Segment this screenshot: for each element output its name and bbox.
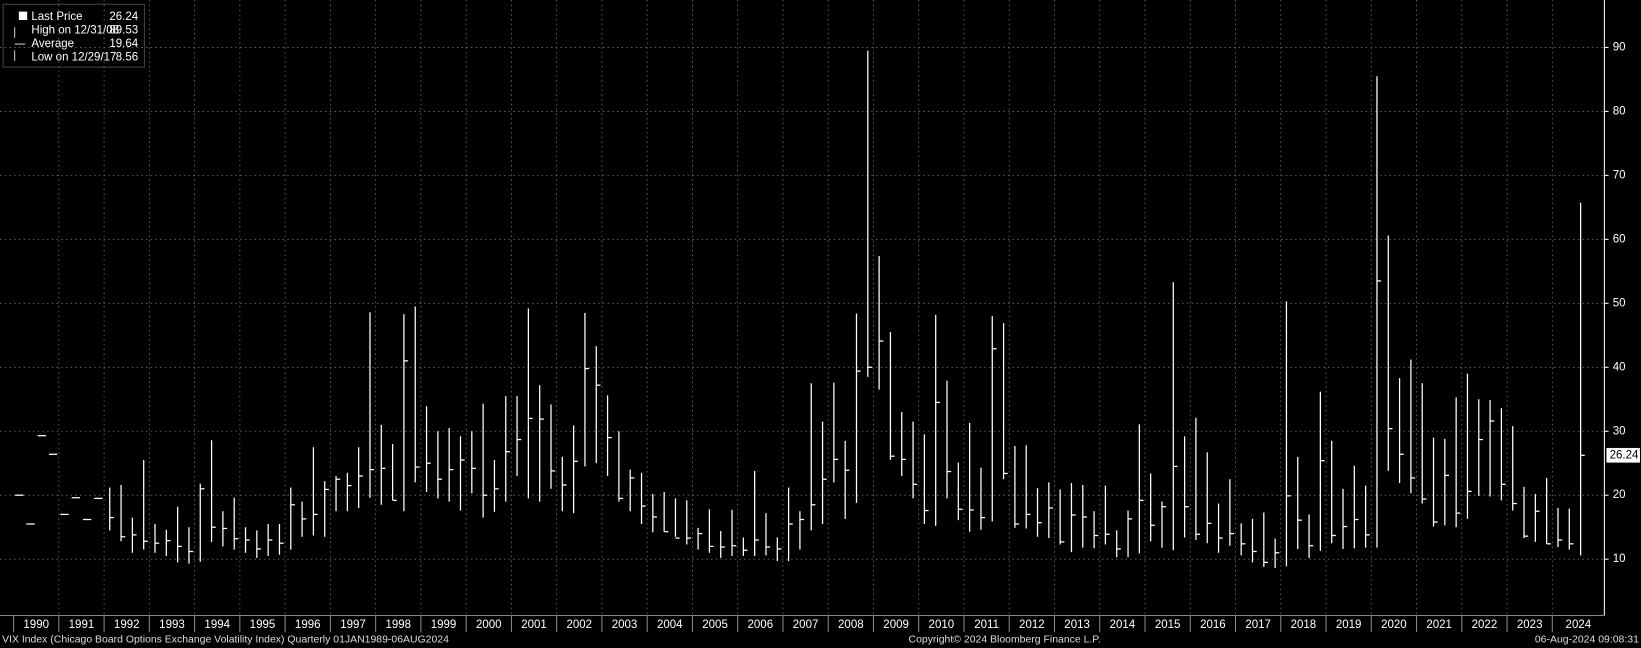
x-tick-label: 2002	[566, 619, 592, 631]
x-tick-label: 2013	[1064, 619, 1090, 631]
y-tick-label: 80	[1613, 105, 1626, 117]
x-tick-label: 1990	[23, 619, 49, 631]
x-tick-label: 2024	[1566, 619, 1592, 631]
x-tick-label: 2006	[748, 619, 774, 631]
x-tick-label: 2021	[1426, 619, 1452, 631]
x-tick-label: 2019	[1336, 619, 1362, 631]
y-tick-label: 30	[1613, 425, 1626, 437]
x-tick-label: 2018	[1291, 619, 1317, 631]
x-tick-label: 2014	[1110, 619, 1136, 631]
x-tick-label: 1999	[431, 619, 457, 631]
x-tick-label: 2000	[476, 619, 502, 631]
legend-label: Average	[31, 38, 74, 50]
legend-label: Last Price	[31, 11, 82, 23]
x-tick-label: 2009	[883, 619, 909, 631]
legend-icon	[18, 11, 28, 20]
x-tick-label: 2007	[793, 619, 819, 631]
y-tick-label: 60	[1613, 233, 1626, 245]
y-tick-label: 50	[1613, 297, 1626, 309]
timestamp: 06-Aug-2024 09:08:31	[1535, 634, 1639, 645]
legend-label: Low on 12/29/17	[31, 52, 116, 64]
x-tick-label: 2017	[1245, 619, 1271, 631]
last-price-label: 26.24	[1610, 449, 1639, 461]
y-tick-label: 10	[1613, 553, 1626, 565]
copyright: Copyright© 2024 Bloomberg Finance L.P.	[909, 634, 1101, 645]
x-tick-label: 1996	[295, 619, 321, 631]
legend-value: 89.53	[109, 24, 138, 36]
x-tick-label: 2023	[1517, 619, 1543, 631]
y-tick-label: 90	[1613, 41, 1626, 53]
x-tick-label: 1993	[159, 619, 185, 631]
x-tick-label: 2004	[657, 619, 683, 631]
x-tick-label: 2015	[1155, 619, 1181, 631]
x-tick-label: 1992	[114, 619, 140, 631]
footer-title: VIX Index (Chicago Board Options Exchang…	[2, 634, 449, 645]
x-tick-label: 1995	[250, 619, 276, 631]
plot	[0, 0, 1609, 616]
x-tick-label: 2022	[1472, 619, 1498, 631]
last-price-box	[1606, 447, 1640, 463]
legend-value: 26.24	[109, 11, 138, 23]
legend-value: 8.56	[116, 52, 138, 64]
x-tick-label: 2010	[929, 619, 955, 631]
legend: Last Price 26.24 High on 12/31/08 89.53 …	[2, 3, 145, 68]
legend-label: High on 12/31/08	[31, 24, 119, 36]
y-tick-label: 40	[1613, 361, 1626, 373]
x-tick-label: 2005	[702, 619, 728, 631]
y-tick-label: 20	[1613, 489, 1626, 501]
x-tick-label: 1997	[340, 619, 366, 631]
x-tick-label: 2011	[974, 619, 999, 631]
legend-value: 19.64	[109, 38, 138, 50]
x-tick-label: 2012	[1019, 619, 1045, 631]
x-tick-label: 1998	[385, 619, 411, 631]
x-tick-label: 1991	[69, 619, 95, 631]
y-tick-label: 70	[1613, 169, 1626, 181]
x-tick-label: 2020	[1381, 619, 1407, 631]
x-tick-label: 2001	[521, 619, 547, 631]
x-tick-label: 1994	[204, 619, 230, 631]
x-tick-label: 2008	[838, 619, 864, 631]
x-tick-label: 2016	[1200, 619, 1226, 631]
x-tick-label: 2003	[612, 619, 638, 631]
